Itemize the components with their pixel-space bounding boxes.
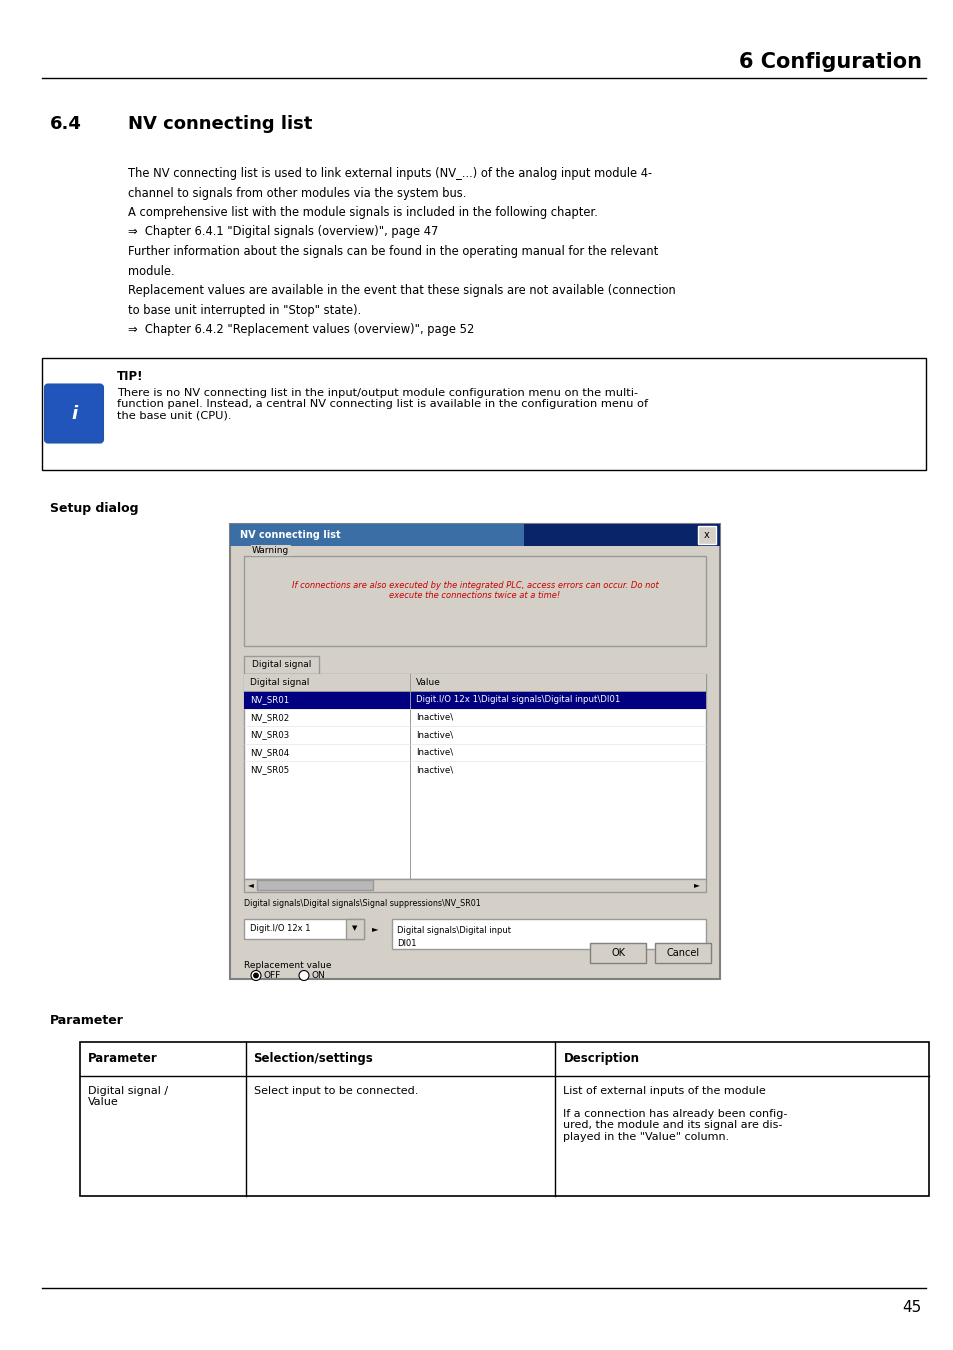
Text: Warning: Warning [252,545,289,555]
Text: Inactive\: Inactive\ [416,765,453,775]
Bar [80,1041,928,1196]
Bar [230,524,720,545]
Text: Replacement value: Replacement value [244,960,331,969]
Text: There is no NV connecting list in the input/output module configuration menu on : There is no NV connecting list in the in… [117,387,647,421]
Text: Inactive\: Inactive\ [416,730,453,740]
Text: NV_SR05: NV_SR05 [250,765,289,775]
Bar [42,358,925,470]
Bar [244,555,705,645]
Text: NV_SR02: NV_SR02 [250,713,289,722]
Text: List of external inputs of the module

If a connection has already been config-
: List of external inputs of the module If… [563,1085,787,1142]
Text: ◄: ◄ [248,880,253,890]
Text: Digit.I/O 12x 1: Digit.I/O 12x 1 [250,923,310,933]
Text: Setup dialog: Setup dialog [50,501,138,514]
Bar [244,918,364,938]
Text: Cancel: Cancel [666,948,699,957]
Text: Further information about the signals can be found in the operating manual for t: Further information about the signals ca… [128,244,658,258]
Bar [698,525,716,544]
Text: If connections are also executed by the integrated PLC, access errors can occur.: If connections are also executed by the … [292,580,658,599]
Text: OFF: OFF [263,971,280,980]
Text: NV_SR01: NV_SR01 [250,695,289,705]
Text: ▼: ▼ [352,926,357,931]
Text: x: x [703,529,709,540]
Text: NV connecting list: NV connecting list [128,115,312,134]
Bar [392,918,705,949]
Text: Inactive\: Inactive\ [416,748,453,757]
Text: 6 Configuration: 6 Configuration [739,53,921,72]
Bar [244,656,318,674]
Text: module.: module. [128,265,174,278]
Text: Digital signals\Digital signals\Signal suppressions\NV_SR01: Digital signals\Digital signals\Signal s… [244,899,480,907]
Text: The NV connecting list is used to link external inputs (NV_...) of the analog in: The NV connecting list is used to link e… [128,167,652,180]
Text: Replacement values are available in the event that these signals are not availab: Replacement values are available in the … [128,284,675,297]
Text: ON: ON [311,971,324,980]
Text: NV connecting list: NV connecting list [240,529,340,540]
Text: NV_SR04: NV_SR04 [250,748,289,757]
Text: i: i [71,405,77,423]
Text: Parameter: Parameter [50,1014,124,1026]
Text: TIP!: TIP! [117,370,143,382]
Text: Inactive\: Inactive\ [416,713,453,722]
Text: to base unit interrupted in "Stop" state).: to base unit interrupted in "Stop" state… [128,304,361,316]
Text: DI01: DI01 [396,938,416,948]
Text: ►: ► [372,923,378,933]
Text: 45: 45 [902,1300,921,1315]
Text: Digital signal /
Value: Digital signal / Value [88,1085,168,1107]
Text: Parameter: Parameter [88,1052,157,1065]
Text: Value: Value [416,678,440,687]
FancyBboxPatch shape [45,385,103,443]
Text: ⇒  Chapter 6.4.2 "Replacement values (overview)", page 52: ⇒ Chapter 6.4.2 "Replacement values (ove… [128,323,474,336]
Text: Select input to be connected.: Select input to be connected. [253,1085,417,1095]
Text: 6.4: 6.4 [50,115,82,134]
Text: Digital signal: Digital signal [252,660,311,670]
Bar [230,524,523,545]
Text: Digit.I/O 12x 1\Digital signals\Digital input\DI01: Digit.I/O 12x 1\Digital signals\Digital … [416,695,620,705]
Text: Digital signal: Digital signal [250,678,309,687]
Bar [256,880,372,890]
Text: ⇒  Chapter 6.4.1 "Digital signals (overview)", page 47: ⇒ Chapter 6.4.1 "Digital signals (overvi… [128,225,438,239]
Bar [589,942,645,963]
Text: Selection/settings: Selection/settings [253,1052,373,1065]
Bar [244,691,705,709]
Text: OK: OK [610,948,624,957]
Text: A comprehensive list with the module signals is included in the following chapte: A comprehensive list with the module sig… [128,207,598,219]
Bar [655,942,710,963]
Bar [244,879,705,891]
Circle shape [298,971,309,980]
Bar [230,524,720,979]
Bar [346,918,364,938]
Text: Description: Description [563,1052,639,1065]
Text: NV_SR03: NV_SR03 [250,730,289,740]
Circle shape [253,973,258,977]
Circle shape [251,971,261,980]
Text: channel to signals from other modules via the system bus.: channel to signals from other modules vi… [128,186,466,200]
Bar [244,674,705,879]
Bar [244,674,705,691]
Text: Digital signals\Digital input: Digital signals\Digital input [396,926,511,934]
Text: ►: ► [694,880,700,890]
